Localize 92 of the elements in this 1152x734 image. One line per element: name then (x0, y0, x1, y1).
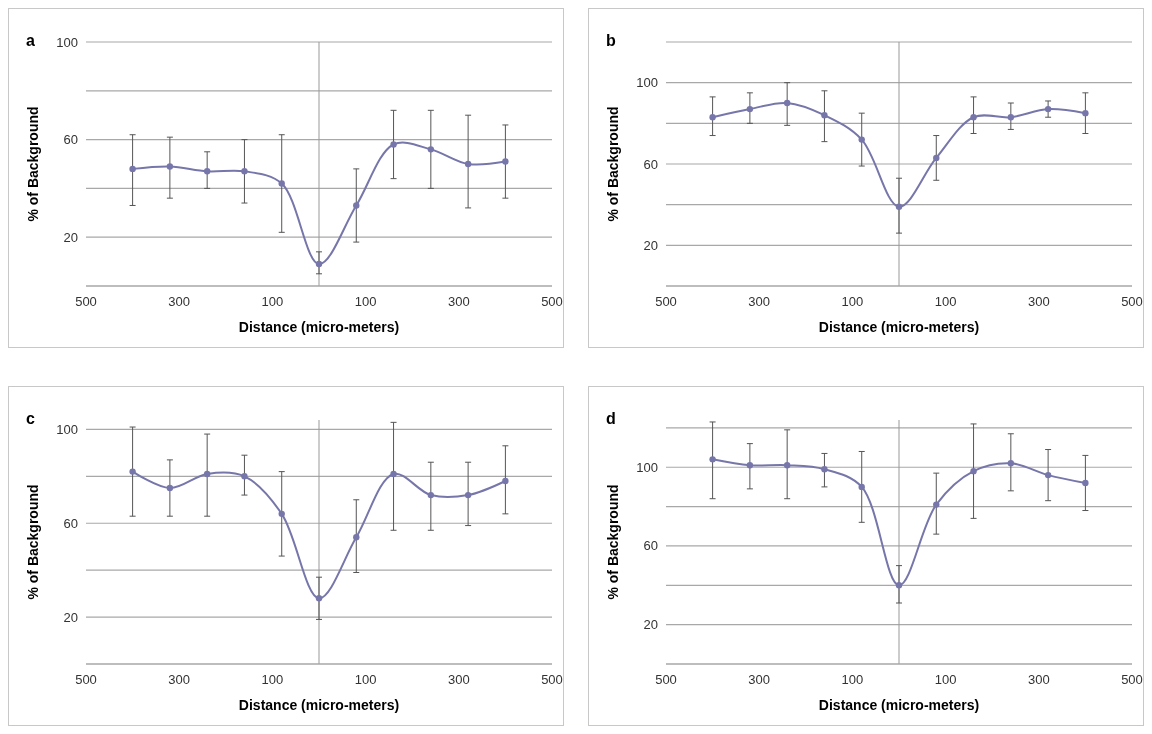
point (502, 477, 509, 485)
point (203, 168, 211, 175)
point (895, 203, 903, 210)
point (746, 462, 754, 469)
point (783, 462, 791, 469)
x-tick-label: 500 (75, 294, 97, 309)
x-tick-label: 500 (655, 294, 677, 309)
x-tick-label: 300 (447, 294, 470, 309)
point (933, 501, 940, 508)
x-tick-label: 100 (261, 294, 284, 309)
point (278, 180, 285, 187)
x-tick-label: 500 (655, 672, 677, 687)
x-tick-label: 300 (447, 672, 470, 687)
point (1044, 471, 1052, 479)
point (166, 163, 174, 170)
x-tick-label: 500 (1121, 294, 1143, 309)
y-tick-label: 20 (63, 229, 78, 245)
point (1082, 109, 1089, 117)
point (821, 112, 828, 119)
x-tick-label: 100 (354, 294, 377, 309)
x-tick-label: 100 (261, 672, 284, 687)
x-tick-label: 100 (934, 294, 957, 309)
point (129, 165, 136, 173)
point (746, 105, 754, 113)
x-tick-label: 300 (168, 294, 191, 309)
point (783, 99, 791, 107)
point (858, 483, 865, 491)
point (464, 491, 472, 499)
x-tick-label: 300 (1027, 672, 1050, 687)
point (895, 582, 903, 589)
y-axis-title: % of Background (25, 106, 41, 222)
y-tick-label: 60 (643, 538, 658, 554)
chart-title: d (606, 410, 616, 427)
x-tick-label: 300 (748, 672, 771, 687)
x-tick-label: 300 (168, 672, 191, 687)
point (1007, 114, 1015, 121)
point (353, 202, 360, 209)
y-tick-label: 100 (636, 459, 658, 475)
point (970, 467, 977, 475)
x-tick-label: 100 (841, 294, 864, 309)
point (709, 456, 716, 463)
chart-title: a (26, 32, 35, 49)
y-tick-label: 20 (643, 617, 658, 633)
x-tick-label: 100 (841, 672, 864, 687)
y-axis-title: % of Background (605, 484, 621, 600)
x-tick-label: 500 (541, 294, 563, 309)
x-axis-title: Distance (micro-meters) (238, 697, 400, 713)
x-tick-label: 500 (75, 672, 97, 687)
point (278, 510, 285, 518)
point (315, 260, 323, 268)
y-tick-label: 100 (56, 421, 78, 437)
x-tick-label: 500 (541, 672, 563, 687)
point (858, 136, 865, 143)
x-tick-label: 100 (934, 672, 957, 687)
point (464, 160, 472, 168)
x-tick-label: 300 (1027, 294, 1050, 309)
y-tick-label: 100 (56, 34, 78, 50)
y-tick-label: 60 (643, 156, 658, 172)
point (315, 595, 323, 602)
x-axis-title: Distance (micro-meters) (818, 319, 980, 335)
point (390, 141, 397, 148)
x-tick-label: 100 (354, 672, 377, 687)
y-tick-label: 60 (63, 515, 78, 531)
point (933, 154, 940, 162)
point (166, 484, 174, 492)
y-axis-title: % of Background (25, 484, 41, 600)
y-axis-title: % of Background (605, 106, 621, 222)
chart-title: b (606, 32, 616, 49)
point (1007, 460, 1015, 467)
point (241, 473, 248, 480)
point (709, 114, 716, 121)
x-tick-label: 300 (748, 294, 771, 309)
point (427, 146, 435, 153)
point (241, 168, 248, 175)
point (203, 470, 211, 478)
x-tick-label: 500 (1121, 672, 1143, 687)
point (970, 114, 977, 121)
point (1082, 479, 1089, 487)
point (129, 468, 136, 475)
point (821, 465, 828, 473)
point (502, 158, 509, 165)
point (1044, 105, 1052, 113)
point (353, 534, 360, 541)
point (427, 491, 435, 499)
y-tick-label: 20 (63, 609, 78, 625)
y-tick-label: 60 (63, 132, 78, 148)
y-tick-label: 20 (643, 237, 658, 253)
chart-title: c (26, 410, 35, 427)
x-axis-title: Distance (micro-meters) (818, 697, 980, 713)
point (390, 470, 397, 478)
y-tick-label: 100 (636, 75, 658, 91)
x-axis-title: Distance (micro-meters) (238, 319, 400, 335)
